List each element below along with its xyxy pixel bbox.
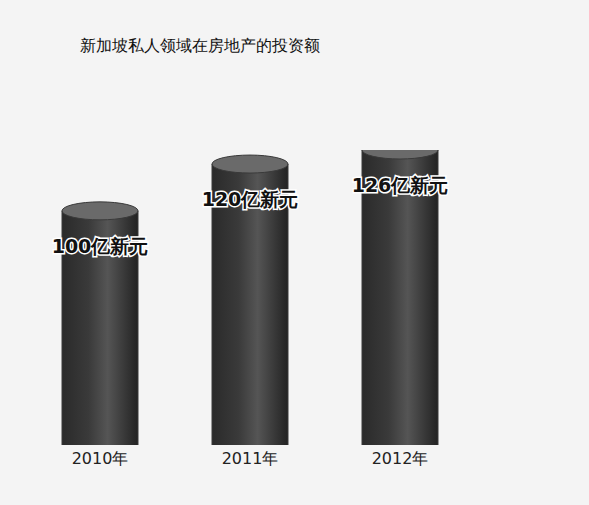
svg-text:120亿新元: 120亿新元 bbox=[202, 188, 299, 210]
svg-text:2012年: 2012年 bbox=[372, 449, 429, 468]
svg-text:100亿新元: 100亿新元 bbox=[52, 235, 149, 257]
svg-text:2010年: 2010年 bbox=[72, 449, 129, 468]
html-text:新加坡私人领域在房地产的投资额: 新加坡私人领域在房地产的投资额 bbox=[80, 36, 320, 55]
svg-text:126亿新元: 126亿新元 bbox=[352, 174, 449, 196]
svg-text:2011年: 2011年 bbox=[222, 449, 279, 468]
